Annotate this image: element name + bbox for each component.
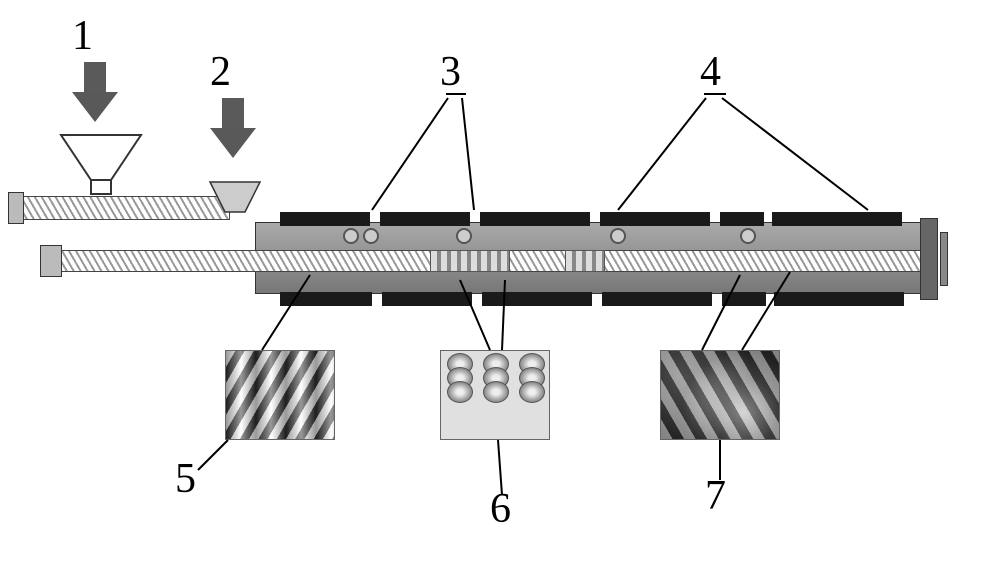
label-5: 5 — [175, 455, 196, 503]
heater-top — [600, 212, 710, 226]
label-1: 1 — [72, 12, 93, 60]
inset-mixing-element — [660, 350, 780, 440]
main-drive — [40, 245, 62, 277]
heater-top — [720, 212, 764, 226]
side-feeder-drive — [8, 192, 24, 224]
kneading-zone — [430, 250, 510, 272]
vent-port — [740, 228, 756, 244]
label-4: 4 — [700, 48, 721, 96]
label-7: 7 — [705, 472, 726, 520]
label-3: 3 — [440, 48, 461, 96]
inset-kneading-discs — [440, 350, 550, 440]
heater-bot — [482, 292, 592, 306]
inset-screw-element — [225, 350, 335, 440]
heater-bot — [722, 292, 766, 306]
hopper-icon — [56, 130, 146, 196]
heater-bot — [382, 292, 472, 306]
heater-top — [280, 212, 370, 226]
heater-top — [380, 212, 470, 226]
heater-top — [480, 212, 590, 226]
side-feeder-screw — [20, 196, 230, 220]
vent-port — [610, 228, 626, 244]
vent-port — [363, 228, 379, 244]
vent-port — [456, 228, 472, 244]
heater-bot — [280, 292, 372, 306]
heater-top — [772, 212, 902, 226]
kneading-zone-2 — [565, 250, 605, 272]
die-plate — [920, 218, 938, 300]
label-6: 6 — [490, 485, 511, 533]
heater-bot — [602, 292, 712, 306]
vent-port — [343, 228, 359, 244]
die-outlet — [940, 232, 948, 286]
heater-bot — [774, 292, 904, 306]
label-2: 2 — [210, 48, 231, 96]
